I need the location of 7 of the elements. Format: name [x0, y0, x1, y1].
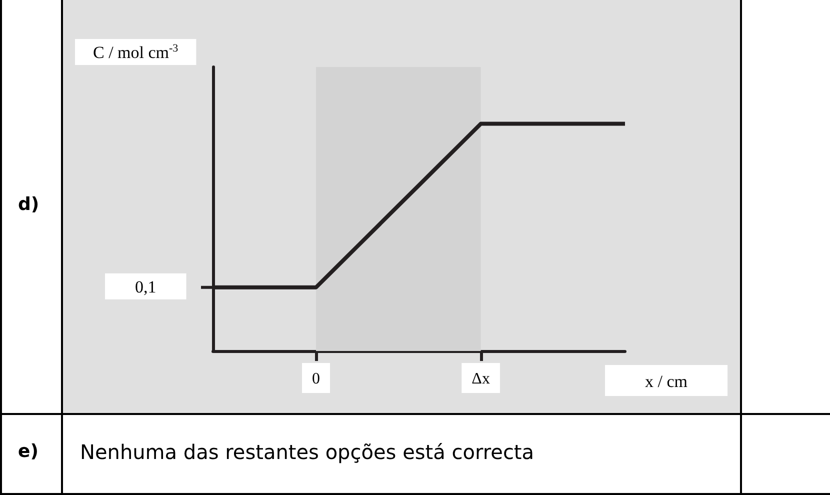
- x-tick-label: Δx: [472, 370, 490, 388]
- text: e): [18, 441, 38, 462]
- text: Nenhuma das restantes opções está correcta: [80, 440, 534, 464]
- x-tick-label: 0: [312, 370, 320, 388]
- text: 0,1: [135, 277, 156, 296]
- x-axis-title: x / cm: [645, 372, 688, 391]
- text: d): [18, 194, 40, 215]
